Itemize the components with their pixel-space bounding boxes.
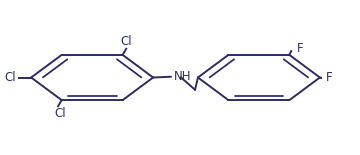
Text: Cl: Cl [121,35,132,48]
Text: Cl: Cl [4,71,16,84]
Text: NH: NH [174,70,191,83]
Text: Cl: Cl [54,107,66,120]
Text: F: F [326,71,333,84]
Text: F: F [297,42,303,55]
